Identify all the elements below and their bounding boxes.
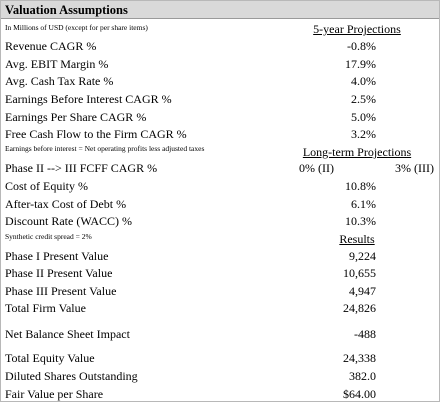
row-label: Net Balance Sheet Impact — [5, 327, 130, 341]
row-value: 10.3% — [345, 214, 376, 228]
row-value: -0.8% — [347, 39, 376, 53]
row-label: Discount Rate (WACC) % — [5, 214, 132, 228]
row-label: After-tax Cost of Debt % — [5, 197, 127, 211]
row-value: 10,655 — [343, 266, 376, 280]
section-heading: Long-term Projections — [302, 145, 412, 159]
row-value: 4.0% — [351, 74, 376, 88]
row-value: 6.1% — [351, 197, 376, 211]
row-value: 17.9% — [345, 57, 376, 71]
row-label: Fair Value per Share — [5, 387, 104, 401]
row-value: 2.5% — [351, 92, 376, 106]
row-value: 5.0% — [351, 110, 376, 124]
row-label: Phase I Present Value — [5, 249, 109, 263]
row-label: Revenue CAGR % — [5, 39, 97, 53]
row-label: Avg. Cash Tax Rate % — [5, 74, 114, 88]
row-label: Phase II Present Value — [5, 266, 113, 280]
row-value: 10.8% — [345, 179, 376, 193]
section-heading: 5-year Projections — [313, 22, 401, 36]
row-label: Total Equity Value — [5, 351, 95, 365]
row-value: 3% (III) — [395, 161, 434, 175]
section-heading: Results — [339, 232, 375, 246]
row-value: 24,826 — [343, 301, 376, 315]
row-value: 4,947 — [349, 284, 376, 298]
row-label: Total Firm Value — [5, 301, 86, 315]
row-value: 382.0 — [349, 369, 376, 383]
row-value: 9,224 — [349, 249, 376, 263]
row-value: $64.00 — [343, 387, 376, 401]
row-label: Earnings Before Interest CAGR % — [5, 92, 172, 106]
row-label: Cost of Equity % — [5, 179, 88, 193]
row-value: 3.2% — [351, 127, 376, 141]
row-label: Phase III Present Value — [5, 284, 117, 298]
row-label: Earnings Per Share CAGR % — [5, 110, 147, 124]
note: Earnings before interest = Net operating… — [5, 144, 205, 153]
row-label: Avg. EBIT Margin % — [5, 57, 109, 71]
row-value: 24,338 — [343, 351, 376, 365]
note: Synthetic credit spread = 2% — [5, 232, 92, 241]
row-label: Diluted Shares Outstanding — [5, 369, 138, 383]
row-value: 0% (II) — [299, 161, 334, 175]
row-label: Free Cash Flow to the Firm CAGR % — [5, 127, 187, 141]
row-value: -488 — [354, 327, 376, 341]
header-bar — [1, 1, 439, 19]
units-note: In Millions of USD (except for per share… — [5, 23, 148, 32]
row-label: Phase II --> III FCFF CAGR % — [5, 161, 158, 175]
title: Valuation Assumptions — [5, 3, 128, 17]
